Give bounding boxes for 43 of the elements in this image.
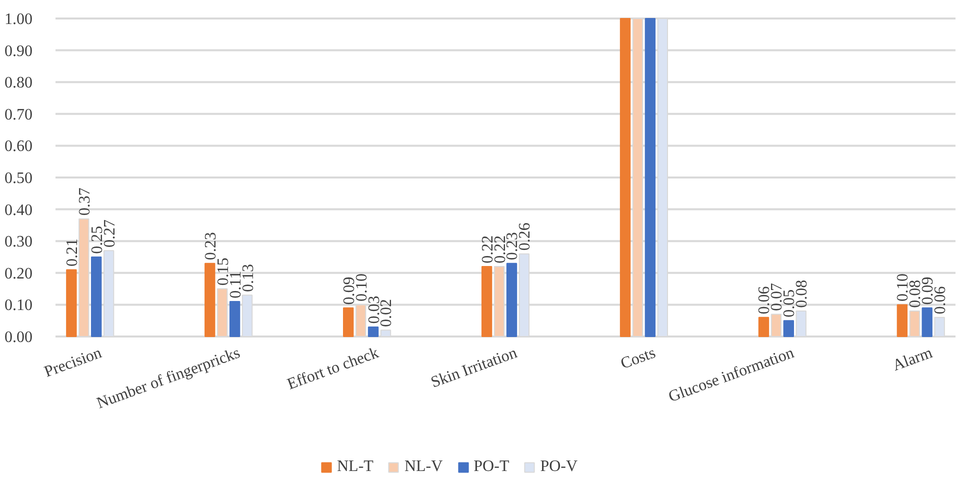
x-tick-label: Costs	[618, 344, 658, 373]
bar	[368, 326, 379, 337]
y-tick-label: 0.90	[4, 42, 32, 60]
x-tick-label: Alarm	[890, 344, 936, 374]
y-tick-label: 0.70	[4, 106, 32, 124]
data-label: 0.13	[240, 264, 257, 292]
bar	[758, 316, 770, 337]
bar	[896, 304, 908, 337]
data-label: 0.37	[76, 188, 94, 216]
bar	[343, 307, 354, 337]
bar	[204, 262, 216, 337]
bar	[481, 266, 492, 337]
data-label: 0.26	[516, 222, 534, 251]
bar	[91, 256, 102, 337]
data-label: 0.06	[932, 286, 950, 314]
y-tick-label: 0.60	[4, 138, 32, 156]
bar	[783, 320, 794, 337]
legend-label: NL-T	[337, 458, 374, 476]
y-tick-label: 0.00	[4, 329, 32, 346]
y-tick-label: 1.00	[4, 11, 32, 28]
x-tick-label: Skin Irritation	[428, 344, 520, 392]
data-label: 0.08	[794, 280, 811, 308]
bar	[620, 18, 631, 337]
bar	[644, 18, 656, 337]
data-label: 0.02	[378, 298, 396, 327]
y-tick-label: 0.30	[4, 234, 32, 251]
y-tick-label: 0.50	[4, 170, 32, 187]
y-tick-label: 0.40	[4, 202, 32, 219]
data-label: 0.23	[202, 232, 220, 260]
y-tick-label: 0.20	[4, 265, 32, 282]
legend-label: PO-V	[540, 458, 578, 476]
x-tick-label: Precision	[42, 344, 104, 381]
y-tick-label: 0.10	[4, 297, 32, 314]
data-label: 0.21	[64, 238, 81, 267]
bar	[229, 301, 240, 337]
y-tick-label: 0.80	[4, 74, 32, 92]
data-label: 0.27	[101, 219, 118, 248]
legend-label: PO-T	[474, 458, 510, 476]
bar	[922, 307, 932, 337]
bar	[66, 269, 77, 337]
x-tick-label: Effort to check	[285, 344, 381, 394]
legend-label: NL-V	[404, 458, 443, 476]
bar	[506, 262, 518, 337]
